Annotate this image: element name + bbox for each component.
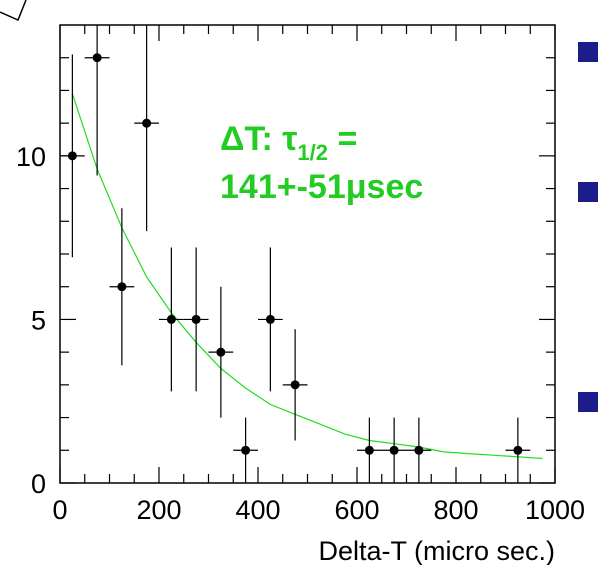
y-tick-label: 0 — [31, 469, 46, 499]
y-tick-label: 5 — [31, 305, 46, 335]
data-point — [414, 445, 424, 455]
data-point-group — [258, 247, 283, 392]
data-point — [117, 282, 127, 292]
x-tick-label: 0 — [52, 495, 67, 525]
annotation-line-2: 141+-51μsec — [220, 168, 423, 206]
slide-bullet-1 — [578, 42, 598, 62]
data-point-group — [406, 417, 432, 483]
data-point-group — [233, 417, 258, 483]
annotation-tau: τ — [282, 120, 297, 158]
data-point-group — [505, 417, 531, 483]
data-point — [265, 314, 275, 324]
axis-ticks — [59, 25, 556, 484]
data-point — [513, 445, 523, 455]
data-point-group — [109, 208, 135, 366]
data-point-group — [208, 286, 234, 418]
x-tick-label: 200 — [136, 495, 181, 525]
annotation-equals: = — [328, 120, 357, 158]
data-point — [364, 445, 374, 455]
data-point — [389, 445, 399, 455]
annotation-tau-subscript: 1/2 — [297, 140, 328, 165]
data-point-group — [282, 329, 308, 441]
data-point — [166, 314, 176, 324]
annotation-value: 141+-51 — [220, 168, 346, 206]
y-tick-label: 10 — [16, 142, 46, 172]
data-point — [142, 118, 152, 128]
x-tick-label: 800 — [433, 495, 478, 525]
x-tick-label: 1000 — [525, 495, 585, 525]
data-point-group — [357, 417, 382, 483]
data-point-group — [60, 54, 85, 258]
x-axis-label: Delta-T (micro sec.) — [318, 536, 555, 565]
data-point — [241, 445, 251, 455]
data-point — [67, 151, 77, 161]
data-point-group — [381, 417, 407, 483]
x-tick-label: 400 — [235, 495, 280, 525]
data-points — [60, 25, 531, 483]
slide-bullet-2 — [578, 182, 598, 202]
slide-bullet-3 — [578, 392, 598, 412]
frame-fragment — [0, 0, 27, 22]
annotation-mu: μ — [346, 168, 367, 206]
annotation-unit: sec — [367, 168, 424, 206]
data-point-group — [183, 247, 209, 392]
exponential-fit-curve — [71, 93, 543, 460]
data-point — [290, 380, 300, 390]
annotation-delta: ΔT: — [220, 120, 282, 158]
annotation-line-1: ΔT: τ1/2 = — [220, 120, 357, 165]
data-point-group — [84, 25, 110, 176]
data-point — [92, 53, 102, 63]
data-point-group — [159, 247, 184, 392]
axis-tick-labels: 0 200 400 600 800 1000 0 5 10 — [16, 142, 585, 525]
data-point — [216, 347, 226, 357]
x-tick-label: 600 — [334, 495, 379, 525]
plot-frame — [59, 24, 556, 484]
data-point-group — [134, 25, 159, 232]
data-point — [191, 314, 201, 324]
